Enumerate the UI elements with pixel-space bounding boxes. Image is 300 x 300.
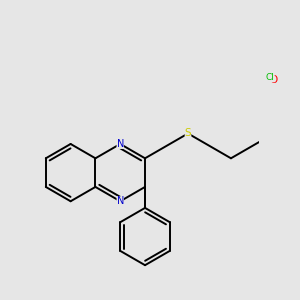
Text: S: S xyxy=(185,128,191,139)
Text: N: N xyxy=(116,196,124,206)
Text: N: N xyxy=(116,139,124,149)
Text: Cl: Cl xyxy=(266,73,275,82)
Text: O: O xyxy=(270,75,278,85)
